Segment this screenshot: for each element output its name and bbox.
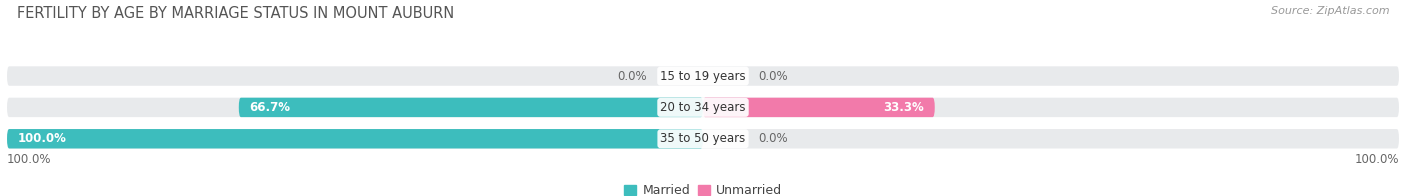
FancyBboxPatch shape bbox=[7, 98, 1399, 117]
Legend: Married, Unmarried: Married, Unmarried bbox=[619, 179, 787, 196]
FancyBboxPatch shape bbox=[7, 66, 1399, 86]
Text: 100.0%: 100.0% bbox=[17, 132, 66, 145]
Text: 0.0%: 0.0% bbox=[759, 132, 789, 145]
Text: Source: ZipAtlas.com: Source: ZipAtlas.com bbox=[1271, 6, 1389, 16]
Text: 100.0%: 100.0% bbox=[1354, 153, 1399, 166]
FancyBboxPatch shape bbox=[239, 98, 703, 117]
FancyBboxPatch shape bbox=[7, 129, 703, 149]
Text: 15 to 19 years: 15 to 19 years bbox=[661, 70, 745, 83]
Text: 20 to 34 years: 20 to 34 years bbox=[661, 101, 745, 114]
FancyBboxPatch shape bbox=[7, 129, 1399, 149]
FancyBboxPatch shape bbox=[703, 98, 935, 117]
Text: 33.3%: 33.3% bbox=[883, 101, 924, 114]
Text: 0.0%: 0.0% bbox=[759, 70, 789, 83]
Text: 66.7%: 66.7% bbox=[249, 101, 290, 114]
Text: FERTILITY BY AGE BY MARRIAGE STATUS IN MOUNT AUBURN: FERTILITY BY AGE BY MARRIAGE STATUS IN M… bbox=[17, 6, 454, 21]
Text: 35 to 50 years: 35 to 50 years bbox=[661, 132, 745, 145]
Text: 100.0%: 100.0% bbox=[7, 153, 52, 166]
Text: 0.0%: 0.0% bbox=[617, 70, 647, 83]
